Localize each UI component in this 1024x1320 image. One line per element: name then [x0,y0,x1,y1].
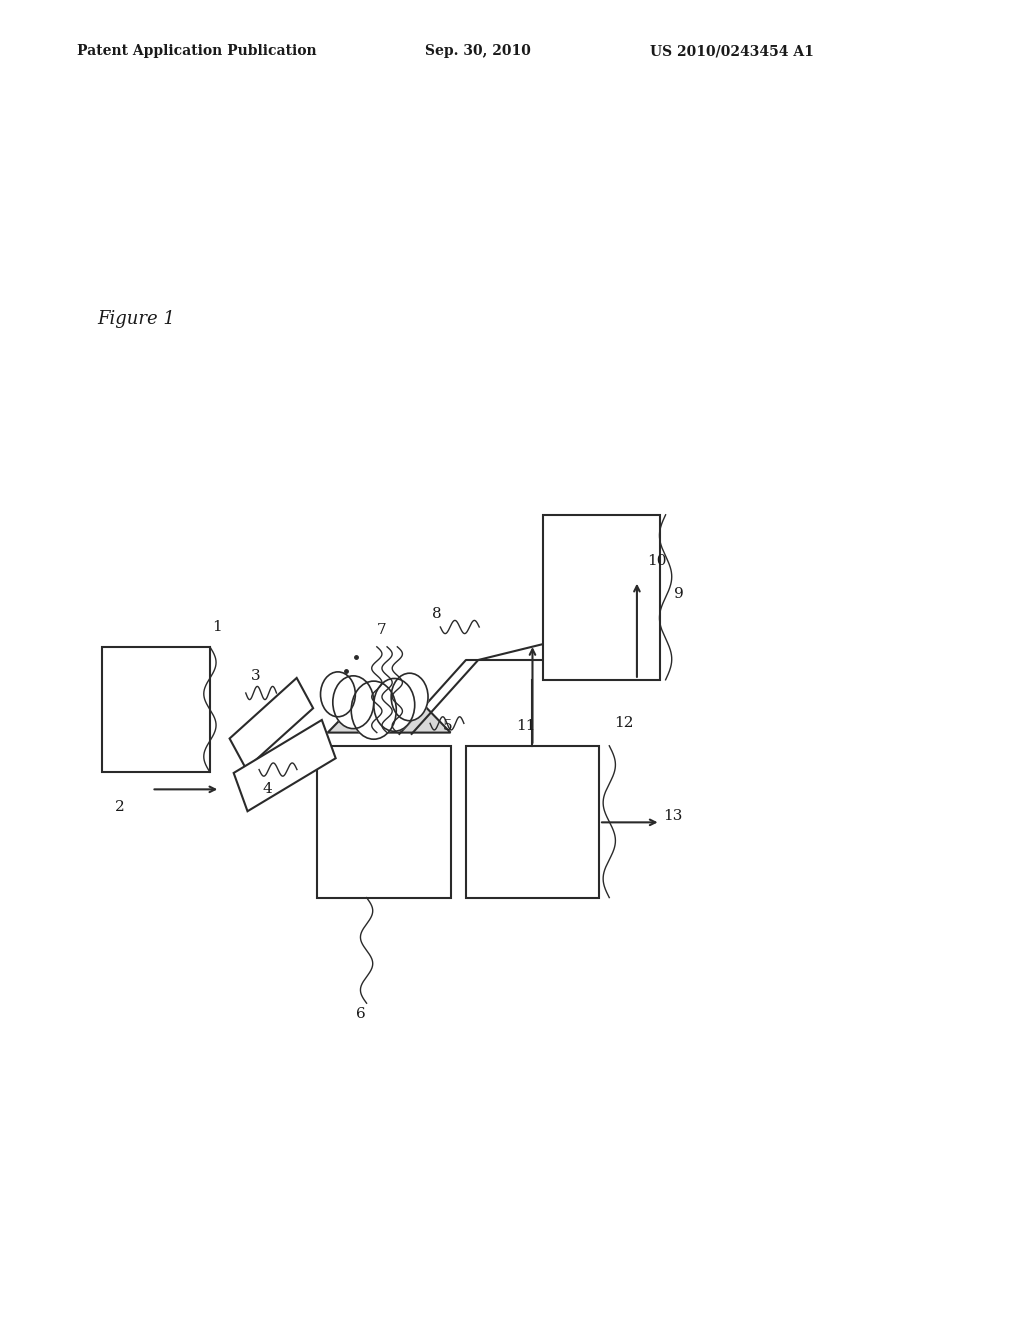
Bar [102,647,210,772]
Text: Patent Application Publication: Patent Application Publication [77,45,316,58]
Text: 11: 11 [516,719,536,733]
Text: US 2010/0243454 A1: US 2010/0243454 A1 [650,45,814,58]
Text: 12: 12 [614,717,634,730]
Text: 8: 8 [432,607,441,620]
Text: 13: 13 [664,809,683,822]
Circle shape [391,673,428,721]
Polygon shape [233,719,336,812]
Text: 6: 6 [356,1007,367,1020]
Text: Figure 1: Figure 1 [97,310,175,329]
Text: 7: 7 [377,623,386,636]
Text: 9: 9 [674,587,684,601]
Polygon shape [328,706,451,733]
Text: 10: 10 [647,554,667,568]
Polygon shape [229,678,313,768]
Circle shape [351,681,396,739]
Bar [466,746,599,898]
Text: 1: 1 [212,620,222,634]
Text: 5: 5 [442,719,452,733]
Bar [543,515,660,680]
Text: 4: 4 [262,783,272,796]
Text: 3: 3 [251,669,260,682]
Text: Sep. 30, 2010: Sep. 30, 2010 [425,45,530,58]
Text: 2: 2 [115,800,125,813]
Circle shape [321,672,355,717]
Bar [317,746,451,898]
Circle shape [333,676,374,729]
Circle shape [374,678,415,731]
